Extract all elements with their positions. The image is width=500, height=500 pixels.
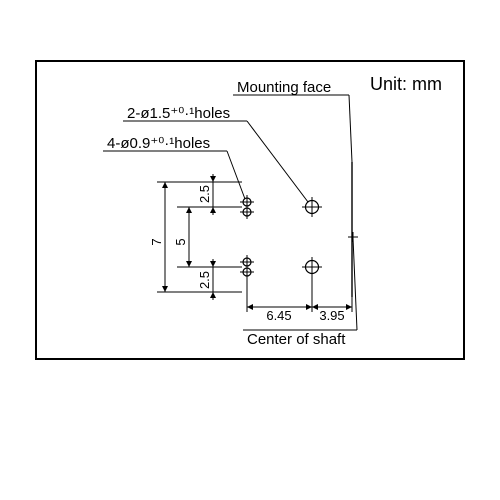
holes-small-label: 4-ø0.9⁺⁰·¹holes bbox=[107, 135, 210, 152]
dim-h-right: 3.95 bbox=[312, 307, 352, 323]
callout-mounting-face: Mounting face bbox=[233, 79, 352, 162]
callout-center-shaft: Center of shaft bbox=[243, 232, 358, 348]
dim-v-bot-label: 2.5 bbox=[197, 271, 212, 289]
callout-holes-large: 2-ø1.5⁺⁰·¹holes bbox=[123, 105, 308, 202]
holes-large-label: 2-ø1.5⁺⁰·¹holes bbox=[127, 105, 230, 122]
large-hole-top bbox=[302, 197, 322, 217]
dim-v-bot: 2.5 bbox=[197, 259, 213, 300]
small-hole-r1b bbox=[240, 205, 254, 219]
dim-v-top-label: 2.5 bbox=[197, 185, 212, 203]
mounting-face-label: Mounting face bbox=[237, 79, 331, 96]
center-shaft-label: Center of shaft bbox=[247, 331, 346, 348]
dim-v-inner-label: 5 bbox=[173, 238, 188, 245]
dim-v-outer: 7 bbox=[149, 182, 165, 292]
dim-h-left-label: 6.45 bbox=[266, 308, 291, 323]
small-hole-r2b bbox=[240, 265, 254, 279]
dim-h-left: 6.45 bbox=[247, 307, 312, 323]
dim-h-right-label: 3.95 bbox=[319, 308, 344, 323]
callout-holes-small: 4-ø0.9⁺⁰·¹holes bbox=[103, 135, 245, 199]
drawing-frame: Unit: mm Mounting face bbox=[35, 60, 465, 360]
dim-v-outer-label: 7 bbox=[149, 238, 164, 245]
dim-v-inner: 5 bbox=[173, 207, 189, 267]
dim-v-top: 2.5 bbox=[197, 174, 213, 215]
unit-label: Unit: mm bbox=[370, 74, 442, 94]
drawing-svg: Unit: mm Mounting face bbox=[37, 62, 463, 358]
